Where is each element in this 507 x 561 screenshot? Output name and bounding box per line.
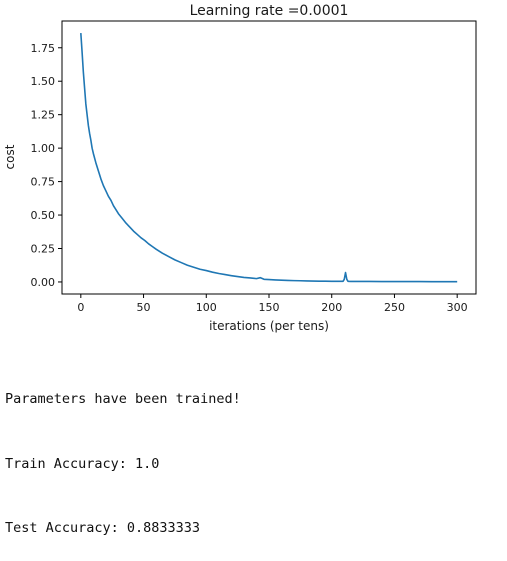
y-tick-label: 1.25	[31, 109, 56, 122]
x-tick-label: 100	[196, 301, 217, 314]
output-line-status: Parameters have been trained!	[5, 391, 241, 407]
plot-area	[61, 20, 477, 295]
x-tick-label: 250	[384, 301, 405, 314]
y-tick-label: 0.00	[31, 276, 56, 289]
y-tick-label: 1.50	[31, 75, 56, 88]
y-tick-label: 0.50	[31, 209, 56, 222]
output-line-test-accuracy: Test Accuracy: 0.8833333	[5, 520, 201, 536]
x-tick-label: 200	[321, 301, 342, 314]
x-tick-label: 300	[447, 301, 468, 314]
y-tick-label: 0.75	[31, 176, 56, 189]
cost-chart: Learning rate =0.0001 0 50 100 150 200 250 300…	[3, 3, 477, 333]
x-tick-label: 0	[77, 301, 84, 314]
y-tick-label: 1.00	[31, 142, 56, 155]
y-tick-label: 0.25	[31, 243, 56, 256]
output-line-train-accuracy: Train Accuracy: 1.0	[5, 455, 160, 472]
y-axis-label: cost	[3, 144, 17, 169]
x-tick-label: 150	[259, 301, 280, 314]
x-tick-label: 50	[137, 301, 151, 314]
chart-title: Learning rate =0.0001	[190, 3, 349, 19]
y-axis-ticks: 0.00 0.25 0.50 0.75 1.00 1.25 1.50 1.75	[31, 42, 62, 289]
x-axis-ticks: 0 50 100 150 200 250 300	[77, 294, 468, 314]
y-tick-label: 1.75	[31, 42, 56, 55]
cost-series-line	[80, 32, 458, 283]
console-output: Parameters have been trained! Train Accu…	[5, 346, 241, 561]
x-axis-label: iterations (per tens)	[209, 319, 329, 333]
